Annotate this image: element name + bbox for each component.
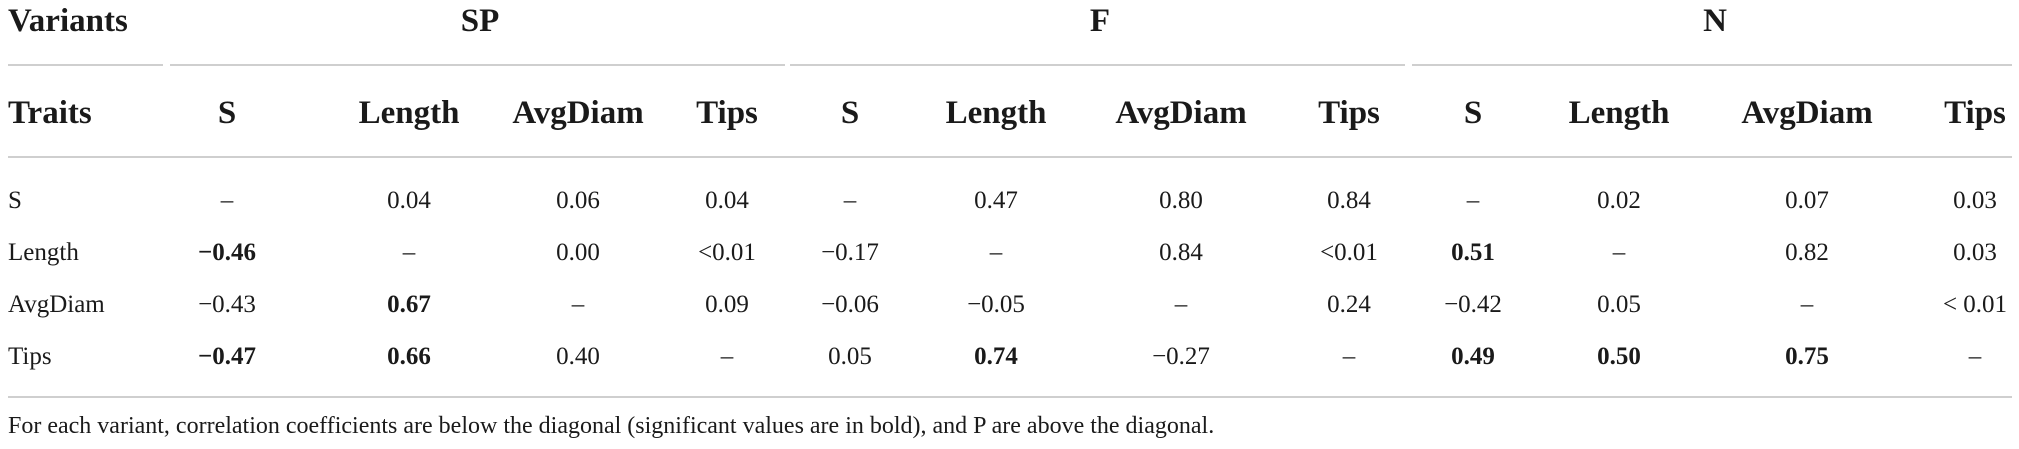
table-cell: 0.80 [1159,187,1203,214]
table-cell: 0.49 [1451,343,1495,370]
f-underline [790,64,1405,66]
bottom-rule [8,396,2012,398]
table-cell: 0.04 [387,187,431,214]
traits-header: Traits [8,95,92,131]
column-header: Length [945,95,1047,131]
table-cell: 0.66 [387,343,431,370]
table-cell: – [402,239,416,266]
column-header: AvgDiam [512,95,644,131]
table-cell: <0.01 [698,239,756,266]
table-cell: −0.05 [967,291,1025,318]
column-header: Length [358,95,460,131]
table-cell: 0.67 [387,291,431,318]
n-underline [1412,64,2012,66]
table-cell: −0.27 [1152,343,1210,370]
table-cell: 0.47 [974,187,1018,214]
table-cell: 0.07 [1785,187,1829,214]
column-header: Tips [1944,95,2006,131]
table-cell: – [720,343,734,370]
table-cell: 0.03 [1953,239,1997,266]
table-cell: – [1174,291,1188,318]
variants-header: Variants [8,3,128,39]
table-cell: −0.17 [821,239,879,266]
table-cell: – [843,187,857,214]
row-label: S [8,187,22,214]
table-cell: 0.75 [1785,343,1829,370]
table-cell: 0.84 [1159,239,1203,266]
table-cell: 0.40 [556,343,600,370]
table-cell: – [1800,291,1814,318]
row-label: AvgDiam [8,291,105,318]
table-cell: 0.24 [1327,291,1371,318]
table-cell: −0.46 [198,239,256,266]
table-cell: – [1968,343,1982,370]
table-cell: −0.47 [198,343,256,370]
column-header: AvgDiam [1115,95,1247,131]
table-cell: 0.50 [1597,343,1641,370]
table-cell: 0.05 [828,343,872,370]
column-header: Length [1568,95,1670,131]
table-cell: 0.06 [556,187,600,214]
column-header: S [1463,95,1483,131]
table-cell: 0.51 [1451,239,1495,266]
variants-underline [8,64,163,66]
column-header: AvgDiam [1741,95,1873,131]
table-cell: −0.43 [198,291,256,318]
table-cell: 0.74 [974,343,1018,370]
table-cell: – [1612,239,1626,266]
sp-underline [170,64,785,66]
table-cell: −0.06 [821,291,879,318]
column-header: S [840,95,860,131]
table-cell: <0.01 [1320,239,1378,266]
column-header: S [217,95,237,131]
table-cell: 0.03 [1953,187,1997,214]
table-cell: −0.42 [1444,291,1502,318]
column-header: Tips [696,95,758,131]
column-header: Tips [1318,95,1380,131]
row-label: Length [8,239,79,266]
table-cell: – [571,291,585,318]
table-cell: 0.04 [705,187,749,214]
table-cell: – [1466,187,1480,214]
row-label: Tips [8,343,52,370]
table-cell: 0.09 [705,291,749,318]
table-cell: 0.82 [1785,239,1829,266]
table-cell: 0.84 [1327,187,1371,214]
table-cell: – [220,187,234,214]
table-cell: – [989,239,1003,266]
table-cell: – [1342,343,1356,370]
group-header-sp: SP [460,3,500,39]
header-rule [8,156,2012,158]
table-cell: < 0.01 [1942,291,2008,318]
table-cell: 0.02 [1597,187,1641,214]
group-header-f: F [1089,3,1111,39]
table-cell: 0.05 [1597,291,1641,318]
table-cell: 0.00 [556,239,600,266]
table-footnote: For each variant, correlation coefficien… [8,413,1215,439]
group-header-n: N [1703,3,1727,39]
